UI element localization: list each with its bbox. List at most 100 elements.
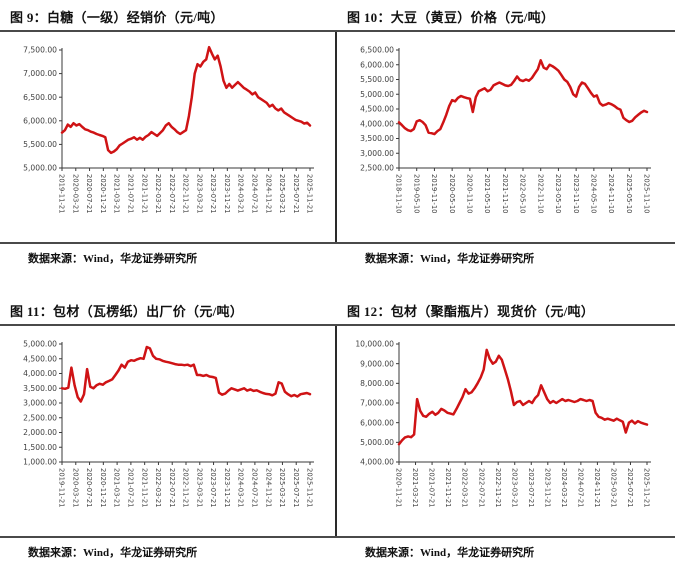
- svg-text:2020-11-21: 2020-11-21: [395, 468, 403, 508]
- svg-text:5,500.00: 5,500.00: [23, 140, 57, 149]
- svg-text:2021-11-21: 2021-11-21: [444, 468, 452, 508]
- svg-text:2024-03-21: 2024-03-21: [237, 468, 245, 508]
- svg-text:2022-11-21: 2022-11-21: [182, 174, 190, 214]
- svg-text:2021-07-21: 2021-07-21: [126, 174, 134, 214]
- svg-text:2019-11-21: 2019-11-21: [58, 174, 66, 214]
- svg-text:7,000.00: 7,000.00: [360, 399, 394, 408]
- svg-text:3,000.00: 3,000.00: [360, 149, 394, 158]
- svg-text:8,000.00: 8,000.00: [360, 379, 394, 388]
- svg-text:2022-11-21: 2022-11-21: [182, 468, 190, 508]
- data-source-fig10: 数据来源：Wind，华龙证券研究所: [365, 253, 535, 265]
- svg-text:4,500.00: 4,500.00: [360, 105, 394, 114]
- data-source-fig11: 数据来源：Wind，华龙证券研究所: [28, 547, 198, 559]
- svg-text:2025-11-21: 2025-11-21: [643, 468, 651, 508]
- svg-text:2022-03-21: 2022-03-21: [154, 174, 162, 214]
- svg-text:2025-03-21: 2025-03-21: [278, 174, 286, 214]
- figure-panel-10: 2,500.00 3,000.00 3,500.00 4,000.00 4,500.00…: [337, 32, 674, 242]
- svg-text:2020-03-21: 2020-03-21: [71, 468, 79, 508]
- svg-text:6,000.00: 6,000.00: [360, 60, 394, 69]
- svg-text:2022-03-21: 2022-03-21: [154, 468, 162, 508]
- svg-text:2021-07-21: 2021-07-21: [428, 468, 436, 508]
- charts-row-bottom: 1,000.00 1,500.00 2,000.00 2,500.00 3,000.00…: [0, 326, 675, 536]
- figure-panel-9: 5,000.00 5,500.00 6,000.00 6,500.00 7,000.00…: [0, 32, 337, 242]
- svg-text:2,000.00: 2,000.00: [23, 428, 57, 437]
- svg-text:2022-07-21: 2022-07-21: [168, 174, 176, 214]
- svg-text:2020-05-10: 2020-05-10: [448, 174, 456, 214]
- svg-text:2,500.00: 2,500.00: [360, 164, 394, 173]
- svg-text:2,500.00: 2,500.00: [23, 413, 57, 422]
- figure-title-10: 图 10：大豆（黄豆）价格（元/吨）: [347, 10, 555, 25]
- svg-text:6,000.00: 6,000.00: [360, 418, 394, 427]
- svg-text:5,000.00: 5,000.00: [360, 438, 394, 447]
- title-row-top: 图 9：白糖（一级）经销价（元/吨） 图 10：大豆（黄豆）价格（元/吨）: [0, 0, 675, 32]
- svg-text:2021-05-10: 2021-05-10: [483, 174, 491, 214]
- svg-text:2023-03-21: 2023-03-21: [195, 174, 203, 214]
- svg-text:3,500.00: 3,500.00: [23, 384, 57, 393]
- svg-text:2022-11-21: 2022-11-21: [494, 468, 502, 508]
- data-source-fig12: 数据来源：Wind，华龙证券研究所: [365, 547, 535, 559]
- svg-text:2021-11-21: 2021-11-21: [140, 174, 148, 214]
- svg-text:1,000.00: 1,000.00: [23, 458, 57, 467]
- svg-text:2021-11-21: 2021-11-21: [140, 468, 148, 508]
- line-chart-fig12: 4,000.00 5,000.00 6,000.00 7,000.00 8,000.00…: [355, 340, 651, 508]
- svg-text:7,500.00: 7,500.00: [23, 46, 57, 55]
- svg-text:5,000.00: 5,000.00: [360, 90, 394, 99]
- svg-text:2024-03-21: 2024-03-21: [560, 468, 568, 508]
- svg-text:4,000.00: 4,000.00: [23, 369, 57, 378]
- svg-text:2022-07-21: 2022-07-21: [477, 468, 485, 508]
- svg-text:2020-11-21: 2020-11-21: [99, 174, 107, 214]
- figure-title-9: 图 9：白糖（一级）经销价（元/吨）: [10, 10, 224, 25]
- svg-text:1,500.00: 1,500.00: [23, 443, 57, 452]
- svg-text:2020-11-10: 2020-11-10: [465, 174, 473, 214]
- svg-text:2025-11-21: 2025-11-21: [306, 468, 314, 508]
- svg-text:4,000.00: 4,000.00: [360, 119, 394, 128]
- svg-text:2018-11-10: 2018-11-10: [395, 174, 403, 214]
- svg-text:5,000.00: 5,000.00: [23, 164, 57, 173]
- svg-text:2021-03-21: 2021-03-21: [113, 468, 121, 508]
- svg-text:2023-03-21: 2023-03-21: [510, 468, 518, 508]
- svg-text:2025-07-21: 2025-07-21: [626, 468, 634, 508]
- charts-row-top: 5,000.00 5,500.00 6,000.00 6,500.00 7,000.00…: [0, 32, 675, 242]
- svg-text:2021-07-21: 2021-07-21: [126, 468, 134, 508]
- line-chart-fig9: 5,000.00 5,500.00 6,000.00 6,500.00 7,000.00…: [23, 46, 314, 214]
- svg-text:2021-03-21: 2021-03-21: [113, 174, 121, 214]
- svg-text:2024-11-21: 2024-11-21: [264, 468, 272, 508]
- svg-text:6,500.00: 6,500.00: [23, 93, 57, 102]
- report-figure-grid: 图 9：白糖（一级）经销价（元/吨） 图 10：大豆（黄豆）价格（元/吨） 5,…: [0, 0, 675, 568]
- svg-text:3,500.00: 3,500.00: [360, 134, 394, 143]
- svg-text:2023-07-21: 2023-07-21: [209, 468, 217, 508]
- svg-text:2025-11-10: 2025-11-10: [643, 174, 651, 214]
- figure-panel-11: 1,000.00 1,500.00 2,000.00 2,500.00 3,000.00…: [0, 326, 337, 536]
- svg-text:5,500.00: 5,500.00: [360, 75, 394, 84]
- svg-text:7,000.00: 7,000.00: [23, 69, 57, 78]
- svg-text:2023-07-21: 2023-07-21: [527, 468, 535, 508]
- svg-text:6,500.00: 6,500.00: [360, 46, 394, 55]
- svg-text:2020-11-21: 2020-11-21: [99, 468, 107, 508]
- svg-text:2020-03-21: 2020-03-21: [71, 174, 79, 214]
- row-spacer: [0, 274, 675, 294]
- source-row-bottom: 数据来源：Wind，华龙证券研究所 数据来源：Wind，华龙证券研究所: [0, 536, 675, 568]
- svg-text:2022-11-10: 2022-11-10: [536, 174, 544, 214]
- svg-text:2024-11-21: 2024-11-21: [593, 468, 601, 508]
- figure-title-11: 图 11：包材（瓦楞纸）出厂价（元/吨）: [10, 304, 244, 319]
- svg-text:2024-07-21: 2024-07-21: [250, 174, 258, 214]
- svg-text:2024-11-10: 2024-11-10: [607, 174, 615, 214]
- source-row-top: 数据来源：Wind，华龙证券研究所 数据来源：Wind，华龙证券研究所: [0, 242, 675, 274]
- svg-text:2024-07-21: 2024-07-21: [576, 468, 584, 508]
- svg-text:2023-11-10: 2023-11-10: [572, 174, 580, 214]
- svg-text:2025-03-21: 2025-03-21: [278, 468, 286, 508]
- svg-text:6,000.00: 6,000.00: [23, 116, 57, 125]
- svg-text:2025-07-21: 2025-07-21: [292, 468, 300, 508]
- svg-text:2019-05-10: 2019-05-10: [412, 174, 420, 214]
- svg-text:2025-11-21: 2025-11-21: [306, 174, 314, 214]
- svg-text:3,000.00: 3,000.00: [23, 399, 57, 408]
- figure-title-12: 图 12：包材（聚酯瓶片）现货价（元/吨）: [347, 304, 595, 319]
- svg-text:2025-07-21: 2025-07-21: [292, 174, 300, 214]
- svg-text:2022-07-21: 2022-07-21: [168, 468, 176, 508]
- svg-text:2021-03-21: 2021-03-21: [411, 468, 419, 508]
- title-row-bottom: 图 11：包材（瓦楞纸）出厂价（元/吨） 图 12：包材（聚酯瓶片）现货价（元/…: [0, 294, 675, 326]
- svg-text:5,000.00: 5,000.00: [23, 340, 57, 349]
- svg-text:2020-07-21: 2020-07-21: [85, 468, 93, 508]
- line-chart-fig11: 1,000.00 1,500.00 2,000.00 2,500.00 3,000.00…: [23, 340, 314, 508]
- svg-text:2019-11-10: 2019-11-10: [430, 174, 438, 214]
